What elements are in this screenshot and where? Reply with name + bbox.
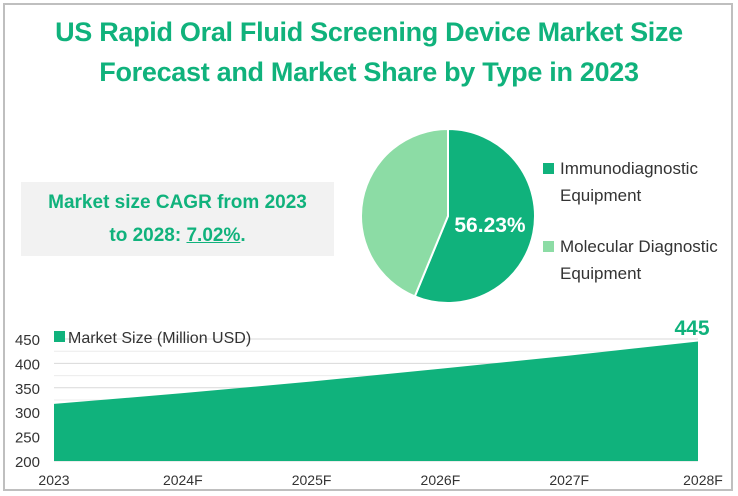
x-tick-label: 2026F xyxy=(421,472,461,488)
legend-label: Immunodiagnostic xyxy=(560,159,698,178)
chart-frame xyxy=(3,3,733,491)
cagr-line-1: Market size CAGR from 2023 xyxy=(48,192,307,213)
y-tick-label: 200 xyxy=(15,454,40,471)
legend-label: Molecular Diagnostic xyxy=(560,237,718,256)
title-line-2: Forecast and Market Share by Type in 202… xyxy=(99,57,639,87)
title-line-1: US Rapid Oral Fluid Screening Device Mar… xyxy=(55,17,683,47)
area-legend-swatch xyxy=(54,331,65,342)
legend-label: Equipment xyxy=(560,264,642,283)
y-tick-label: 300 xyxy=(15,405,40,422)
chart-title: US Rapid Oral Fluid Screening Device Mar… xyxy=(0,12,738,92)
legend-swatch-molecular xyxy=(543,241,554,252)
area-data-label-2028F: 445 xyxy=(674,317,709,340)
x-tick-label: 2025F xyxy=(292,472,332,488)
cagr-value: 7.02% xyxy=(186,225,241,246)
legend-swatch-immunodiagnostic xyxy=(543,163,554,174)
cagr-prefix: to 2028: xyxy=(109,225,187,246)
x-tick-label: 2024F xyxy=(163,472,203,488)
y-tick-label: 350 xyxy=(15,381,40,398)
area-legend-label: Market Size (Million USD) xyxy=(68,330,251,347)
cagr-suffix: . xyxy=(240,225,246,246)
x-tick-label: 2023 xyxy=(38,472,69,488)
x-tick-label: 2027F xyxy=(549,472,589,488)
legend-label: Equipment xyxy=(560,186,642,205)
y-tick-label: 450 xyxy=(15,332,40,349)
pie-legend: Immunodiagnostic Equipment Molecular Dia… xyxy=(543,155,718,311)
x-tick-label: 2028F xyxy=(683,472,723,488)
y-tick-label: 250 xyxy=(15,430,40,447)
legend-item-molecular: Molecular Diagnostic Equipment xyxy=(543,233,718,287)
cagr-line-2: to 2028: 7.02%. xyxy=(21,219,334,252)
cagr-callout: Market size CAGR from 2023 to 2028: 7.02… xyxy=(21,182,334,256)
area-series-market-size xyxy=(54,341,698,461)
y-tick-label: 400 xyxy=(15,356,40,373)
legend-item-immunodiagnostic: Immunodiagnostic Equipment xyxy=(543,155,718,209)
